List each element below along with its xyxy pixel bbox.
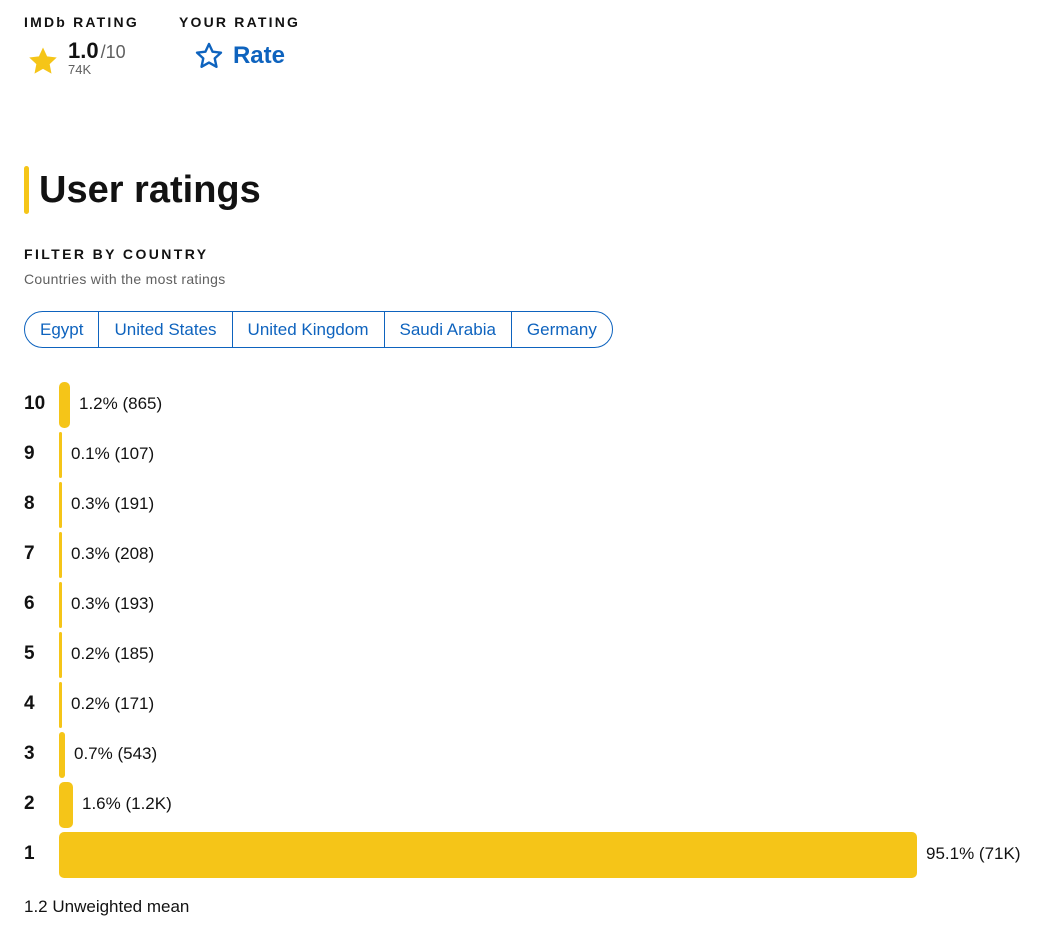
imdb-rating-count: 74K: [68, 62, 92, 77]
rate-button[interactable]: Rate: [193, 40, 300, 72]
your-rating-label: YOUR RATING: [178, 14, 301, 30]
histogram-value-label: 0.3% (191): [71, 494, 155, 513]
histogram-value-label: 0.7% (543): [74, 744, 158, 763]
histogram-bar[interactable]: [59, 782, 73, 828]
histogram-rating-label: 6: [24, 593, 35, 614]
histogram-value-label: 1.6% (1.2K): [82, 794, 172, 813]
histogram-row: 5 0.2% (185): [0, 630, 1038, 680]
country-chip-united-states[interactable]: United States: [99, 312, 233, 347]
imdb-score-max: /10: [100, 42, 126, 62]
rating-header: IMDb RATING 1.0 /10 74K YOUR RATING Rate: [24, 14, 300, 78]
histogram-rating-label: 7: [24, 543, 35, 564]
outline-star-icon: [195, 42, 223, 68]
histogram-value-label: 0.2% (171): [71, 694, 155, 713]
imdb-rating-label: IMDb RATING: [24, 14, 139, 30]
section-accent-bar: [24, 166, 29, 214]
filled-star-icon: [29, 47, 57, 74]
histogram-row: 2 1.6% (1.2K): [0, 780, 1038, 830]
histogram-value-label: 95.1% (71K): [926, 844, 1021, 863]
rate-label: Rate: [232, 42, 285, 69]
imdb-score: 1.0: [68, 38, 99, 63]
histogram-row: 4 0.2% (171): [0, 680, 1038, 730]
histogram-bar[interactable]: [59, 532, 62, 578]
country-chip-egypt[interactable]: Egypt: [25, 312, 100, 347]
your-rating-block: YOUR RATING Rate: [179, 14, 300, 78]
histogram-row: 6 0.3% (193): [0, 580, 1038, 630]
histogram-row: 9 0.1% (107): [0, 430, 1038, 480]
filter-title: FILTER BY COUNTRY: [24, 246, 209, 262]
histogram-rating-label: 5: [24, 643, 35, 664]
histogram-bar[interactable]: [59, 382, 70, 428]
filter-subtitle: Countries with the most ratings: [24, 271, 226, 287]
histogram-value-label: 0.2% (185): [71, 644, 155, 663]
country-filter-chips: Egypt United States United Kingdom Saudi…: [24, 311, 613, 348]
histogram-bar[interactable]: [59, 632, 62, 678]
histogram-row: 7 0.3% (208): [0, 530, 1038, 580]
histogram-rating-label: 4: [24, 693, 35, 714]
country-chip-saudi-arabia[interactable]: Saudi Arabia: [385, 312, 512, 347]
histogram-bar[interactable]: [59, 732, 65, 778]
histogram-row: 8 0.3% (191): [0, 480, 1038, 530]
unweighted-mean: 1.2 Unweighted mean: [24, 897, 190, 916]
histogram-rating-label: 3: [24, 743, 35, 764]
histogram-value-label: 1.2% (865): [79, 394, 163, 413]
histogram-value-label: 0.3% (208): [71, 544, 155, 563]
histogram-rating-label: 9: [24, 443, 35, 464]
section-heading: User ratings: [24, 166, 261, 214]
imdb-rating-row[interactable]: 1.0 /10 74K: [24, 38, 139, 78]
imdb-score-line: 1.0 /10: [68, 38, 126, 64]
histogram-row: 1 95.1% (71K): [0, 830, 1038, 880]
histogram-bar[interactable]: [59, 682, 62, 728]
histogram-value-label: 0.1% (107): [71, 444, 155, 463]
histogram-bar[interactable]: [59, 582, 62, 628]
histogram-row: 3 0.7% (543): [0, 730, 1038, 780]
country-chip-united-kingdom[interactable]: United Kingdom: [233, 312, 385, 347]
imdb-score-wrap: 1.0 /10 74K: [68, 38, 126, 77]
histogram-rating-label: 8: [24, 493, 35, 514]
country-chip-germany[interactable]: Germany: [526, 319, 597, 339]
histogram-rating-label: 1: [24, 843, 35, 864]
histogram-bar[interactable]: [59, 482, 62, 528]
section-title: User ratings: [39, 168, 261, 211]
histogram-bar[interactable]: [59, 432, 62, 478]
histogram-bar[interactable]: [59, 832, 917, 878]
histogram-value-label: 0.3% (193): [71, 594, 155, 613]
imdb-rating-block[interactable]: IMDb RATING 1.0 /10 74K: [24, 14, 139, 78]
histogram-row: 10 1.2% (865): [0, 380, 1038, 430]
histogram-rating-label: 2: [24, 793, 35, 814]
histogram-rating-label: 10: [24, 393, 46, 414]
